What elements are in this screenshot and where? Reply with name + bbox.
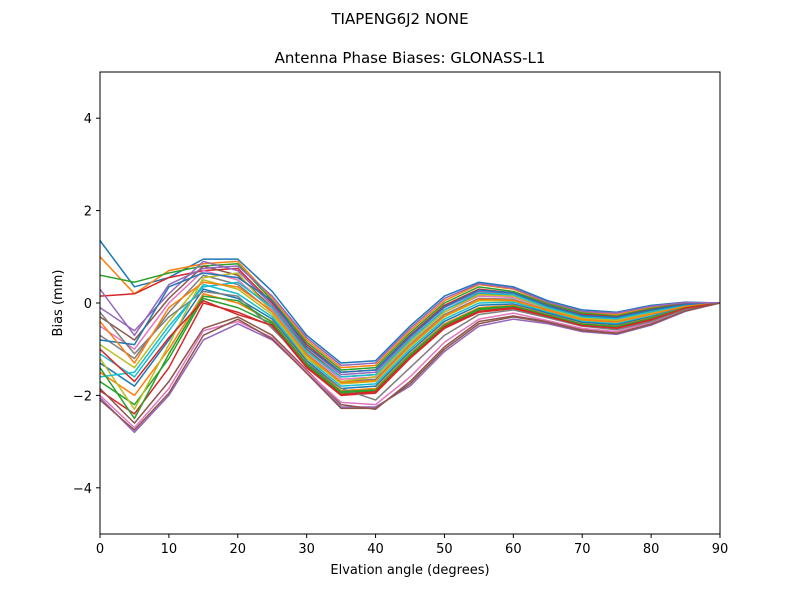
x-tick-label: 60 — [505, 542, 522, 557]
series-line-s22 — [100, 281, 720, 384]
y-axis: −4 −2 0 2 4 — [73, 112, 100, 497]
series-line-s1 — [100, 239, 720, 364]
x-tick-label: 20 — [230, 542, 247, 557]
x-axis: 0 10 20 30 40 50 60 70 80 90 — [96, 534, 728, 557]
series-layer — [100, 239, 720, 434]
series-line-s25 — [100, 265, 720, 367]
series-line-s2 — [100, 255, 720, 369]
series-line-s21 — [100, 272, 720, 374]
y-tick-label: −2 — [73, 389, 92, 404]
series-line-s10 — [100, 283, 720, 387]
y-axis-label: Bias (mm) — [51, 270, 66, 337]
chart-title: Antenna Phase Biases: GLONASS-L1 — [275, 49, 546, 67]
chart-suptitle: TIAPENG6J2 NONE — [330, 10, 468, 28]
series-line-s20 — [100, 281, 720, 378]
plot-area — [100, 72, 720, 534]
x-tick-label: 50 — [436, 542, 453, 557]
x-tick-label: 10 — [161, 542, 178, 557]
series-line-s18 — [100, 290, 720, 401]
y-tick-label: 2 — [84, 205, 92, 220]
series-line-s15 — [100, 302, 720, 434]
y-tick-label: 0 — [84, 297, 92, 312]
x-tick-label: 70 — [574, 542, 591, 557]
x-tick-label: 90 — [712, 542, 729, 557]
y-tick-label: −4 — [73, 482, 92, 497]
x-tick-label: 30 — [298, 542, 315, 557]
y-tick-label: 4 — [84, 112, 92, 127]
series-line-s26 — [100, 302, 720, 431]
series-line-s11 — [100, 288, 720, 390]
series-line-s23 — [100, 295, 720, 420]
series-line-s19 — [100, 272, 720, 411]
series-line-s17 — [100, 302, 720, 429]
x-tick-label: 0 — [96, 542, 104, 557]
x-axis-label: Elvation angle (degrees) — [330, 563, 489, 578]
x-tick-label: 80 — [643, 542, 660, 557]
x-tick-label: 40 — [367, 542, 384, 557]
series-line-s24 — [100, 299, 720, 396]
